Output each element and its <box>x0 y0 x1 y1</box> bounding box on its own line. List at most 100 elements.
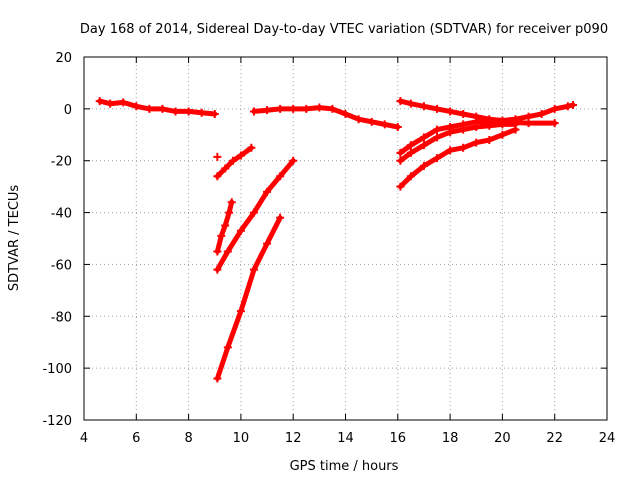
data-point-arc-11 <box>433 154 442 163</box>
data-point-arc-3 <box>229 156 238 165</box>
data-point-arc-11 <box>485 135 494 144</box>
data-point-arc-5 <box>249 208 258 217</box>
x-tick-label: 24 <box>599 431 616 446</box>
data-point-arc-5 <box>236 226 245 235</box>
data-point-arc-6 <box>276 213 285 222</box>
data-point-arc-10 <box>396 156 405 165</box>
data-point-arc-3 <box>236 151 245 160</box>
data-point-arc-6 <box>236 307 245 316</box>
data-point-arc-7 <box>341 110 350 119</box>
data-point-arc-5 <box>223 247 232 256</box>
series-layer <box>95 97 578 383</box>
data-point-arc-6 <box>223 343 232 352</box>
x-tick-label: 20 <box>494 431 511 446</box>
data-point-arc-1 <box>210 110 219 119</box>
data-point-arc-4 <box>217 231 226 240</box>
data-point-arc-10 <box>419 141 428 150</box>
data-point-arc-7 <box>328 104 337 113</box>
data-point-arc-4 <box>213 247 222 256</box>
y-tick-label: -80 <box>51 310 72 325</box>
x-tick-label: 14 <box>337 431 354 446</box>
data-point-arc-7 <box>367 117 376 126</box>
data-point-arc-7 <box>302 104 311 113</box>
series-line-arc-3 <box>214 145 254 179</box>
data-point-arc-11 <box>459 143 468 152</box>
data-point-arc-5 <box>263 187 272 196</box>
series-line-arc-10 <box>397 121 518 164</box>
data-point-arc-2 <box>213 152 222 161</box>
data-point-arc-8 <box>446 107 455 116</box>
data-point-arc-10 <box>498 120 507 129</box>
x-tick-label: 16 <box>390 431 407 446</box>
data-point-arc-7 <box>354 115 363 124</box>
data-point-arc-11 <box>446 146 455 155</box>
y-tick-label: -40 <box>51 207 72 222</box>
x-tick-label: 8 <box>184 431 192 446</box>
data-point-arc-8 <box>537 110 546 119</box>
data-point-arc-1 <box>197 108 206 117</box>
x-tick-label: 10 <box>233 431 250 446</box>
data-point-arc-3 <box>247 143 256 152</box>
data-point-arc-1 <box>95 97 104 106</box>
data-point-arc-6 <box>213 374 222 383</box>
data-point-arc-8 <box>406 99 415 108</box>
data-point-arc-5 <box>276 172 285 181</box>
series-line-arc-1 <box>97 98 218 117</box>
data-point-arc-11 <box>472 138 481 147</box>
data-point-arc-7 <box>249 107 258 116</box>
data-point-arc-11 <box>498 130 507 139</box>
data-point-arc-8 <box>433 104 442 113</box>
data-point-arc-1 <box>106 99 115 108</box>
data-point-arc-6 <box>263 239 272 248</box>
x-tick-label: 6 <box>132 431 140 446</box>
data-point-arc-7 <box>276 104 285 113</box>
data-point-arc-10 <box>485 121 494 130</box>
data-point-arc-9 <box>406 141 415 150</box>
data-point-arc-9 <box>433 125 442 134</box>
data-point-arc-11 <box>511 125 520 134</box>
data-point-arc-5 <box>213 265 222 274</box>
y-tick-label: 0 <box>64 103 72 118</box>
data-point-arc-8 <box>550 104 559 113</box>
data-point-arc-8 <box>563 102 572 111</box>
data-point-arc-4 <box>221 221 230 230</box>
data-point-arc-7 <box>380 120 389 129</box>
data-point-arc-1 <box>145 104 154 113</box>
data-point-arc-1 <box>119 98 128 107</box>
data-point-arc-11 <box>406 172 415 181</box>
series-line-arc-8 <box>397 98 576 123</box>
data-point-arc-6 <box>249 265 258 274</box>
y-tick-label: -60 <box>51 258 72 273</box>
y-tick-label: 20 <box>55 51 72 66</box>
data-point-arc-7 <box>289 104 298 113</box>
chart-title: Day 168 of 2014, Sidereal Day-to-day VTE… <box>80 22 608 37</box>
data-point-arc-9 <box>396 148 405 157</box>
data-point-arc-8 <box>396 97 405 106</box>
plot-frame <box>83 56 608 421</box>
x-tick-label: 22 <box>546 431 563 446</box>
y-tick-label: -20 <box>51 155 72 170</box>
data-point-arc-10 <box>446 128 455 137</box>
x-tick-label: 18 <box>442 431 459 446</box>
data-point-arc-4 <box>227 198 236 207</box>
data-point-arc-10 <box>433 133 442 142</box>
data-point-arc-1 <box>158 104 167 113</box>
data-point-arc-5 <box>289 156 298 165</box>
data-point-arc-3 <box>213 172 222 181</box>
series-line-arc-7 <box>251 105 401 130</box>
data-point-arc-3 <box>221 164 230 173</box>
data-point-arc-11 <box>419 161 428 170</box>
data-point-arc-8 <box>419 102 428 111</box>
series-line-arc-11 <box>397 127 518 190</box>
data-point-arc-10 <box>472 123 481 132</box>
data-point-arc-7 <box>263 106 272 115</box>
data-point-arc-8 <box>569 100 578 109</box>
series-line-arc-6 <box>214 215 283 381</box>
data-point-arc-9 <box>550 119 559 128</box>
data-point-arc-8 <box>459 110 468 119</box>
data-point-arc-1 <box>171 107 180 116</box>
y-axis-label: SDTVAR / TECUs <box>7 185 22 292</box>
x-tick-label: 4 <box>80 431 88 446</box>
